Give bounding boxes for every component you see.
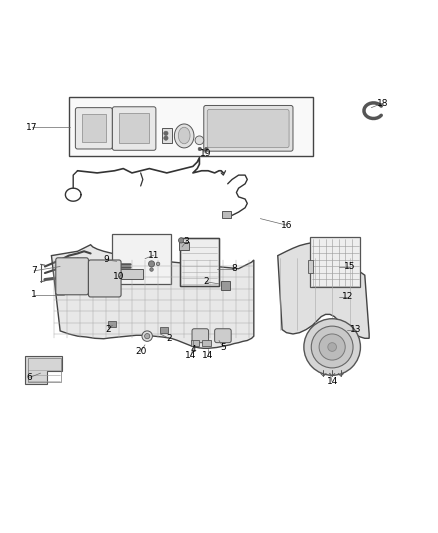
Text: 16: 16 [281,221,292,230]
Text: 13: 13 [350,325,362,334]
Circle shape [148,261,155,267]
FancyBboxPatch shape [56,258,88,295]
FancyBboxPatch shape [88,260,121,297]
Text: 18: 18 [376,99,388,108]
Text: 2: 2 [203,277,209,286]
Bar [82,114,106,142]
Bar [311,237,360,287]
Ellipse shape [178,127,190,144]
Bar [180,238,219,286]
Text: 4: 4 [190,345,196,354]
Circle shape [195,136,204,144]
Circle shape [328,343,336,351]
Bar [221,281,230,289]
Text: 2: 2 [166,334,172,343]
Text: 11: 11 [148,251,159,260]
Text: 8: 8 [231,264,237,273]
Circle shape [304,319,360,375]
Text: 3: 3 [184,237,189,246]
Text: 14: 14 [326,377,338,386]
Circle shape [156,262,160,265]
Circle shape [179,238,184,243]
Circle shape [319,334,345,360]
Circle shape [164,131,168,135]
Bar [160,327,168,333]
Text: 12: 12 [342,293,353,302]
FancyBboxPatch shape [204,106,293,151]
Bar [308,260,313,273]
Text: 9: 9 [103,255,109,264]
Bar [119,269,143,279]
FancyBboxPatch shape [113,107,156,150]
Bar [119,114,149,143]
Bar [223,211,231,218]
FancyBboxPatch shape [75,108,113,149]
Circle shape [198,147,201,151]
Text: 1: 1 [31,290,37,300]
Text: 19: 19 [200,149,212,158]
Text: 2: 2 [105,325,111,334]
Circle shape [311,326,353,368]
FancyBboxPatch shape [207,109,289,148]
Circle shape [145,334,150,339]
Text: 15: 15 [344,262,355,271]
Text: 14: 14 [185,351,196,360]
Bar [162,128,173,143]
Circle shape [150,268,153,271]
Ellipse shape [174,124,194,148]
Bar [180,238,219,286]
Circle shape [164,136,168,140]
Bar [113,234,171,284]
Polygon shape [278,243,369,338]
Text: 17: 17 [26,123,38,132]
Text: 20: 20 [135,347,146,356]
Bar [191,340,199,346]
Bar [179,242,188,250]
Polygon shape [51,245,254,349]
Polygon shape [25,356,62,384]
Bar [202,340,211,346]
FancyBboxPatch shape [215,329,231,343]
Text: 10: 10 [113,272,125,281]
Bar [108,321,116,327]
Text: 5: 5 [220,343,226,352]
Text: 7: 7 [31,266,37,276]
Circle shape [142,331,152,341]
Text: 14: 14 [202,351,214,360]
Bar [28,358,61,382]
Circle shape [205,147,208,151]
Text: 6: 6 [27,373,32,382]
Bar [69,97,313,156]
FancyBboxPatch shape [192,329,208,343]
